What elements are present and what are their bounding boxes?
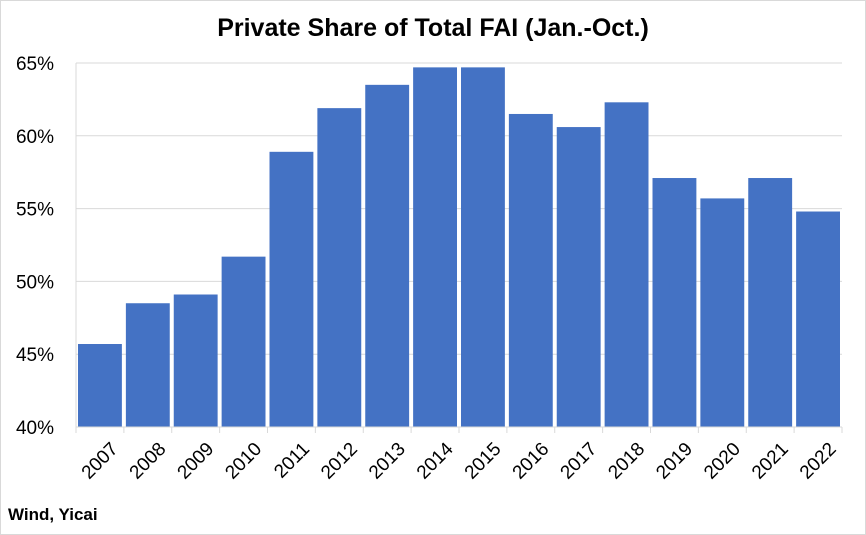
- bar-2008: [125, 303, 170, 427]
- x-tick-label: 2017: [557, 439, 602, 484]
- bar-2009: [173, 294, 218, 427]
- bars: [78, 67, 840, 428]
- x-tick-label: 2014: [413, 438, 458, 483]
- x-tick-label: 2016: [509, 439, 554, 484]
- y-axis-ticks: 40% 45% 50% 55% 60% 65%: [16, 54, 54, 439]
- x-tick-label: 2009: [174, 439, 219, 484]
- x-tick-label: 2012: [317, 439, 362, 484]
- y-tick-label: 60%: [16, 127, 54, 148]
- bar-2011: [269, 151, 314, 428]
- source-note: Wind, Yicai: [8, 505, 98, 524]
- bar-2013: [365, 84, 410, 427]
- bar-2015: [461, 67, 505, 428]
- x-tick-label: 2021: [748, 439, 793, 484]
- x-tick-label: 2010: [221, 439, 266, 484]
- x-tick-label: 2007: [78, 439, 123, 484]
- bar-2020: [700, 198, 745, 427]
- x-tick-label: 2011: [270, 439, 314, 483]
- bar-2007: [78, 344, 122, 427]
- y-tick-label: 65%: [16, 54, 54, 75]
- x-tick-label: 2022: [796, 439, 841, 484]
- bar-2019: [652, 178, 697, 427]
- axes: [75, 63, 843, 433]
- bar-2021: [748, 178, 793, 427]
- bar-2012: [317, 108, 362, 428]
- x-tick-label: 2013: [365, 439, 410, 484]
- x-tick-label: 2018: [604, 439, 649, 484]
- y-tick-label: 45%: [16, 345, 54, 366]
- x-tick-label: 2015: [461, 439, 506, 484]
- x-tick-label: 2008: [126, 439, 171, 484]
- y-tick-label: 40%: [16, 418, 54, 439]
- bar-2018: [604, 102, 649, 427]
- bar-2017: [556, 127, 601, 428]
- x-axis-ticks: 2007 2008 2009 2010 2011 2012 2013 2014 2015 2016…: [78, 438, 841, 483]
- bar-2022: [796, 211, 840, 427]
- y-tick-label: 50%: [16, 272, 54, 293]
- x-tick-label: 2020: [700, 439, 745, 484]
- x-tick-label: 2019: [652, 439, 697, 484]
- bar-2014: [413, 67, 457, 428]
- bar-2016: [508, 113, 553, 428]
- bar-2010: [221, 256, 266, 427]
- y-tick-label: 55%: [16, 200, 54, 221]
- chart-title: Private Share of Total FAI (Jan.-Oct.): [217, 14, 649, 42]
